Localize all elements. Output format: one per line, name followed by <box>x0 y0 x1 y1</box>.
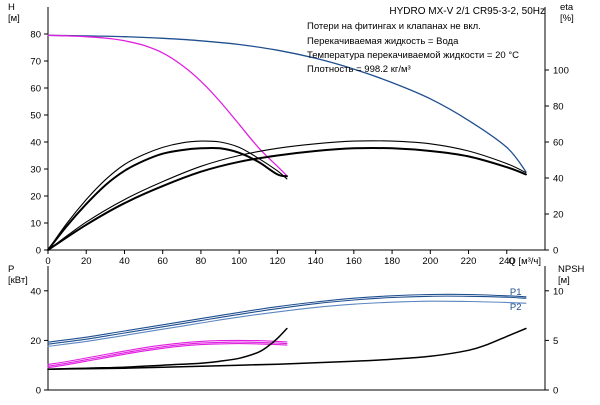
x-tick-label: 140 <box>308 256 324 267</box>
x-tick-label: 160 <box>346 256 362 267</box>
y-left-tick-label: 80 <box>30 30 41 41</box>
y-right-tick-label: 80 <box>553 102 564 113</box>
y-left-axis-title-bottom: [кВт] <box>8 275 28 286</box>
y-left-tick-label-bottom: 0 <box>36 386 41 397</box>
y-left-tick-label: 40 <box>30 138 41 149</box>
top-series-line-5 <box>47 147 527 251</box>
y-left-tick-label: 20 <box>30 192 41 203</box>
x-tick-label: 20 <box>81 256 92 267</box>
x-axis-label: Q [м³/ч] <box>508 256 541 267</box>
y-right-tick-label: 20 <box>553 210 564 221</box>
y-left-axis-title: H <box>8 2 15 13</box>
y-right-tick-label: 40 <box>553 174 564 185</box>
x-tick-label: 40 <box>119 256 130 267</box>
y-right-tick-label-bottom: 5 <box>553 336 558 347</box>
bottom-series-line-3 <box>47 343 288 369</box>
top-series-line-3 <box>47 146 288 251</box>
y-left-axis-title-bottom: P <box>8 264 14 275</box>
top-series-line-4 <box>47 140 527 251</box>
x-tick-label: 200 <box>422 256 438 267</box>
y-left-tick-label: 10 <box>30 219 41 230</box>
x-tick-label: 240 <box>499 256 515 267</box>
y-left-axis-title: [м] <box>8 13 20 24</box>
bottom-series-line-2 <box>47 300 527 347</box>
top-series-line-1 <box>47 34 288 177</box>
x-tick-label: 0 <box>45 256 50 267</box>
top-series-line-2 <box>47 140 288 251</box>
y-left-tick-label: 70 <box>30 57 41 68</box>
bottom-series-line-6 <box>47 327 288 370</box>
y-left-tick-label: 60 <box>30 84 41 95</box>
x-tick-label: 100 <box>231 256 247 267</box>
x-tick-label: 80 <box>196 256 207 267</box>
y-left-tick-label: 30 <box>30 165 41 176</box>
bottom-series-line-0 <box>47 295 527 345</box>
y-left-tick-label-bottom: 20 <box>30 336 41 347</box>
y-left-tick-label: 0 <box>36 246 41 257</box>
bottom-series-line-7 <box>47 327 527 370</box>
bottom-series-line-1 <box>47 293 527 343</box>
y-right-axis-title: eta <box>560 2 574 13</box>
note-line-4: Плотность = 998.2 кг/м³ <box>307 64 411 75</box>
series-label-p2: P2 <box>510 302 522 313</box>
note-line-1: Потери на фитингах и клапанах не вкл. <box>307 21 481 32</box>
y-right-tick-label: 100 <box>553 66 569 77</box>
y-left-tick-label-bottom: 40 <box>30 286 41 297</box>
bottom-series-line-5 <box>47 339 288 366</box>
x-tick-label: 120 <box>269 256 285 267</box>
x-tick-label: 60 <box>157 256 168 267</box>
y-right-tick-label: 0 <box>553 246 558 257</box>
top-series-line-0 <box>47 34 527 173</box>
series-label-p1: P1 <box>510 287 522 298</box>
bottom-series-line-4 <box>47 341 288 367</box>
note-line-2: Перекачиваемая жидкость = Вода <box>307 36 459 47</box>
y-left-tick-label: 50 <box>30 111 41 122</box>
x-tick-label: 220 <box>461 256 477 267</box>
y-right-axis-title: [%] <box>560 13 574 24</box>
y-right-axis-title-bottom: NPSH <box>558 264 585 275</box>
y-right-tick-label-bottom: 0 <box>553 386 558 397</box>
y-right-tick-label-bottom: 10 <box>553 286 564 297</box>
y-right-tick-label: 60 <box>553 138 564 149</box>
y-right-axis-title-bottom: [м] <box>558 275 570 286</box>
chart-title: HYDRO MX-V 2/1 CR95-3-2, 50Hz <box>389 6 545 17</box>
note-line-3: Температура перекачиваемой жидкости = 20… <box>307 50 519 61</box>
x-tick-label: 180 <box>384 256 400 267</box>
